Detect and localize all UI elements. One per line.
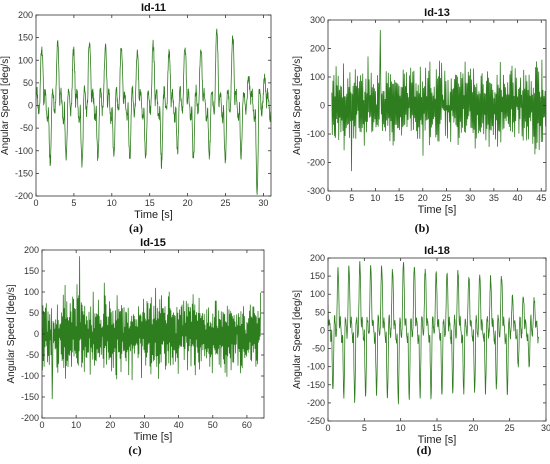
x-tick-label: 15 bbox=[432, 423, 442, 433]
x-tick-label: 15 bbox=[394, 193, 404, 203]
x-tick-label: 5 bbox=[71, 198, 76, 208]
x-tick-label: 50 bbox=[208, 420, 218, 430]
x-tick-label: 35 bbox=[489, 193, 499, 203]
x-tick-label: 5 bbox=[349, 193, 354, 203]
x-tick-label: 20 bbox=[468, 423, 478, 433]
x-tick-label: 25 bbox=[441, 193, 451, 203]
y-axis-label: Angular Speed [deg/s] bbox=[292, 56, 303, 155]
panel-caption: (b) bbox=[415, 221, 430, 235]
x-axis-label: Time [s] bbox=[418, 204, 457, 216]
chart-title: Id-18 bbox=[424, 245, 450, 257]
y-tick-label: 200 bbox=[310, 44, 325, 54]
x-tick-label: 15 bbox=[145, 198, 155, 208]
x-tick-label: 20 bbox=[418, 193, 428, 203]
chart-panel-1: 0 5 10 15 20 25 30 -200 -150 -100 -50 0 50 100 150 200 I… bbox=[0, 2, 272, 235]
y-tick-label: 200 bbox=[310, 253, 325, 263]
series-line bbox=[42, 256, 261, 400]
y-tick-label: -200 bbox=[15, 191, 33, 201]
panel-caption: (c) bbox=[128, 443, 141, 457]
y-tick-label: -150 bbox=[21, 392, 39, 402]
y-tick-label: -50 bbox=[26, 350, 39, 360]
x-tick-label: 0 bbox=[325, 193, 330, 203]
chart-panel-2: 0 5 10 15 20 25 30 35 40 45 -300 -200 -100 0 100 200 300… bbox=[292, 7, 547, 235]
y-tick-label: 200 bbox=[18, 10, 33, 20]
x-tick-label: 20 bbox=[105, 420, 115, 430]
y-tick-label: 0 bbox=[28, 101, 33, 111]
x-tick-label: 10 bbox=[71, 420, 81, 430]
y-tick-label: -200 bbox=[21, 413, 39, 423]
y-axis-label: Angular Speed [deg/s] bbox=[6, 284, 17, 383]
y-tick-label: 300 bbox=[310, 15, 325, 25]
y-tick-label: 100 bbox=[18, 55, 33, 65]
panel-caption: (d) bbox=[417, 443, 432, 457]
y-tick-label: -300 bbox=[307, 186, 325, 196]
x-tick-label: 10 bbox=[370, 193, 380, 203]
y-tick-label: -200 bbox=[307, 398, 325, 408]
y-tick-label: 0 bbox=[320, 325, 325, 335]
y-tick-label: 100 bbox=[310, 289, 325, 299]
y-tick-label: 200 bbox=[24, 245, 39, 255]
series-line bbox=[331, 29, 546, 172]
x-tick-label: 0 bbox=[33, 198, 38, 208]
x-tick-label: 10 bbox=[396, 423, 406, 433]
y-tick-label: 150 bbox=[24, 266, 39, 276]
y-tick-label: -50 bbox=[20, 123, 33, 133]
y-tick-label: -50 bbox=[312, 344, 325, 354]
chart-panel-3: 0 10 20 30 40 50 60 -200 -150 -100 -50 0 50 100 150 200… bbox=[6, 237, 265, 457]
series-line bbox=[328, 261, 539, 405]
x-tick-label: 30 bbox=[541, 423, 550, 433]
y-tick-label: 150 bbox=[18, 33, 33, 43]
chart-title: Id-13 bbox=[424, 7, 450, 19]
y-tick-label: 50 bbox=[29, 308, 39, 318]
chart-title: Id-11 bbox=[141, 2, 166, 14]
y-tick-label: -100 bbox=[15, 146, 33, 156]
x-tick-label: 25 bbox=[505, 423, 515, 433]
y-tick-label: 0 bbox=[34, 329, 39, 339]
x-tick-label: 40 bbox=[513, 193, 523, 203]
y-tick-label: -150 bbox=[15, 168, 33, 178]
y-tick-label: -150 bbox=[307, 380, 325, 390]
y-tick-label: 0 bbox=[320, 101, 325, 111]
chart-title: Id-15 bbox=[140, 237, 166, 249]
x-tick-label: 0 bbox=[39, 420, 44, 430]
x-tick-label: 0 bbox=[325, 423, 330, 433]
y-tick-label: -100 bbox=[21, 371, 39, 381]
x-axis-label: Time [s] bbox=[134, 431, 173, 443]
y-axis-label: Angular Speed [deg/s] bbox=[0, 56, 11, 155]
y-tick-label: -200 bbox=[307, 158, 325, 168]
y-tick-label: -100 bbox=[307, 129, 325, 139]
x-tick-label: 30 bbox=[465, 193, 475, 203]
y-tick-label: -250 bbox=[307, 416, 325, 426]
x-tick-label: 30 bbox=[139, 420, 149, 430]
series-line bbox=[36, 28, 271, 195]
x-axis-label: Time [s] bbox=[134, 209, 173, 221]
y-tick-label: 100 bbox=[310, 72, 325, 82]
y-tick-label: 150 bbox=[310, 271, 325, 281]
y-tick-label: -100 bbox=[307, 362, 325, 372]
x-tick-label: 5 bbox=[362, 423, 367, 433]
y-axis-label: Angular Speed [deg/s] bbox=[292, 290, 303, 389]
x-tick-label: 60 bbox=[242, 420, 252, 430]
chart-panel-4: 0 5 10 15 20 25 30 -250 -200 -150 -100 -50 0 50 100 150… bbox=[292, 245, 550, 457]
x-tick-label: 20 bbox=[183, 198, 193, 208]
x-tick-label: 40 bbox=[174, 420, 184, 430]
y-tick-label: 50 bbox=[315, 307, 325, 317]
x-axis-label: Time [s] bbox=[418, 434, 457, 446]
x-tick-label: 45 bbox=[536, 193, 546, 203]
y-tick-label: 100 bbox=[24, 287, 39, 297]
x-tick-label: 30 bbox=[258, 198, 268, 208]
panel-caption: (a) bbox=[129, 221, 143, 235]
y-tick-label: 50 bbox=[23, 78, 33, 88]
x-tick-label: 10 bbox=[107, 198, 117, 208]
x-tick-label: 25 bbox=[221, 198, 231, 208]
